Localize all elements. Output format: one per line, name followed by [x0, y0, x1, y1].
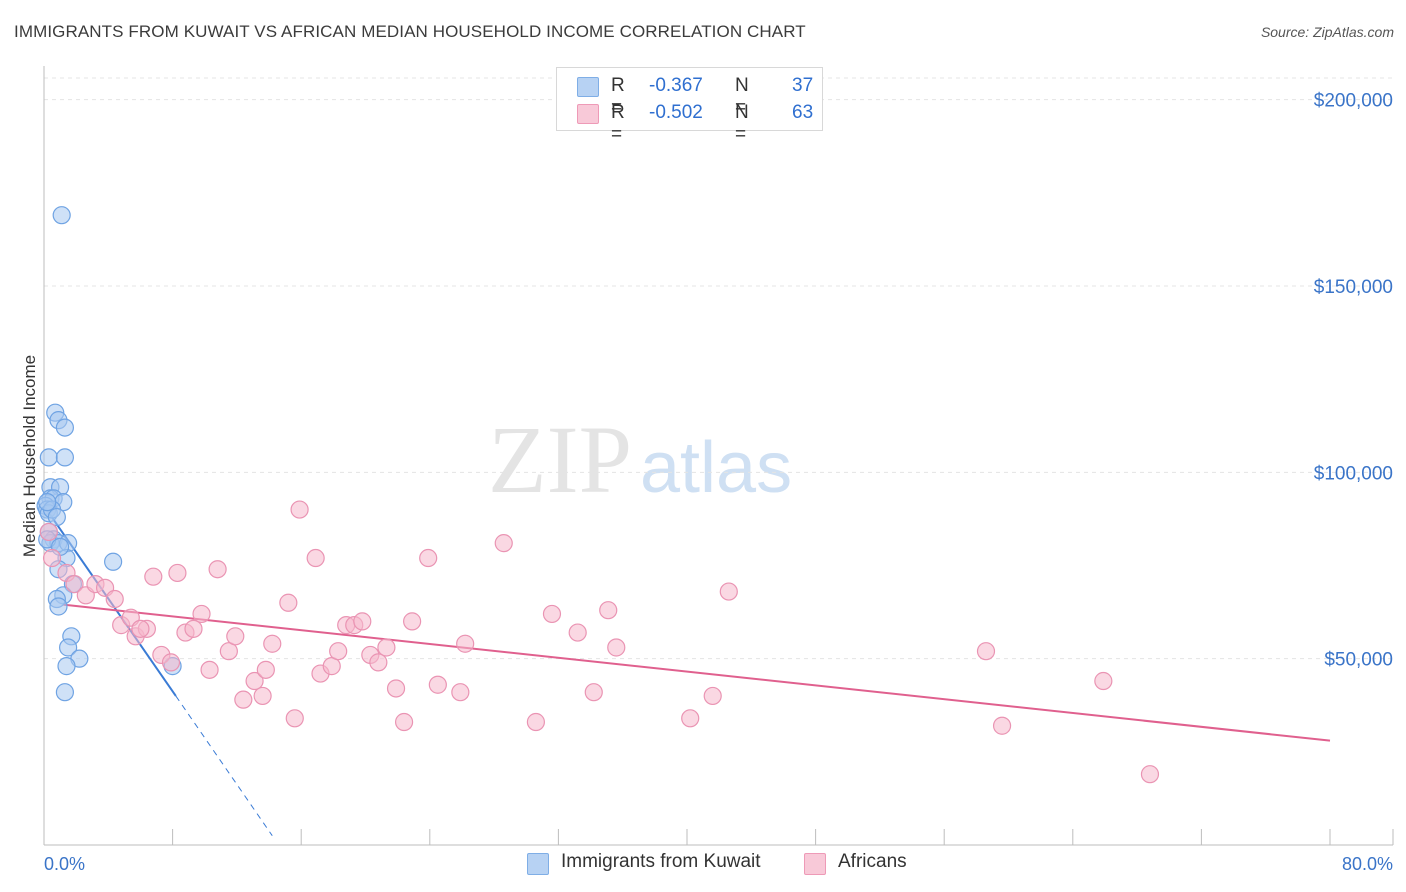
legend-swatch-africans — [577, 104, 599, 124]
point-africans — [245, 671, 264, 691]
point-africans — [703, 686, 722, 706]
y-tick-label: $50,000 — [1324, 650, 1393, 671]
point-africans — [584, 683, 603, 702]
trend-line-africans — [63, 603, 1331, 742]
legend-label-kuwait: Immigrants from Kuwait — [561, 851, 761, 872]
point-africans — [65, 575, 84, 594]
source-credit: Source: ZipAtlas.com — [1260, 24, 1394, 40]
point-africans — [131, 619, 150, 638]
point-africans — [386, 679, 406, 698]
point-africans — [279, 593, 298, 612]
point-africans — [234, 690, 253, 709]
point-africans — [1140, 765, 1160, 784]
point-kuwait — [57, 657, 76, 676]
point-africans — [369, 653, 388, 672]
watermark-zip: ZIP — [488, 406, 632, 513]
point-kuwait — [59, 638, 78, 657]
point-africans — [144, 567, 163, 586]
legend-n-value: 63 — [792, 102, 814, 123]
point-africans — [377, 638, 396, 657]
trend-line-kuwait-extension — [175, 695, 273, 836]
correlation-legend: R = -0.367 N = 37 R = -0.502 N = 63 — [556, 67, 823, 145]
point-africans — [599, 601, 618, 620]
tick-labels: $200,000 $150,000 $100,000 $50,000 0.0% 80.0% — [44, 91, 1393, 874]
point-africans — [428, 675, 447, 694]
point-africans — [419, 548, 438, 568]
y-axis-label: Median Household Income — [20, 354, 39, 558]
point-africans — [992, 716, 1012, 735]
point-africans — [105, 589, 124, 609]
point-africans — [719, 582, 738, 601]
legend-r-value: -0.367 — [649, 75, 703, 96]
point-africans — [329, 642, 348, 661]
grid — [44, 77, 1393, 660]
legend-swatch-kuwait — [527, 853, 549, 875]
point-africans — [226, 627, 245, 646]
point-africans — [208, 560, 227, 579]
point-africans — [494, 534, 513, 553]
point-africans — [456, 634, 475, 653]
point-africans — [290, 500, 309, 519]
point-africans — [42, 548, 62, 568]
legend-swatch-kuwait — [577, 77, 599, 97]
legend-n-label: N = — [735, 102, 749, 145]
trend-lines — [43, 505, 1331, 836]
series-legend: Immigrants from Kuwait Africans — [0, 851, 1406, 879]
point-africans — [353, 612, 372, 631]
point-kuwait — [39, 448, 58, 467]
chart-title: IMMIGRANTS FROM KUWAIT VS AFRICAN MEDIAN… — [14, 22, 806, 41]
point-africans — [39, 522, 58, 542]
point-africans — [263, 634, 282, 653]
point-africans — [161, 653, 181, 672]
legend-r-value: -0.502 — [649, 102, 703, 123]
point-kuwait — [55, 418, 74, 437]
point-africans — [184, 619, 203, 638]
point-africans — [253, 686, 272, 706]
legend-label-africans: Africans — [838, 851, 907, 872]
x-tick-label: 0.0% — [44, 854, 85, 874]
legend-r-label: R = — [611, 75, 625, 118]
point-africans — [681, 709, 700, 728]
y-tick-label: $150,000 — [1314, 277, 1393, 298]
point-africans — [1094, 671, 1113, 691]
point-africans — [542, 604, 562, 624]
legend-n-label: N = — [735, 75, 749, 118]
point-africans — [976, 642, 996, 661]
legend-n-value: 37 — [792, 75, 814, 96]
legend-swatch-africans — [804, 853, 826, 875]
point-africans — [607, 638, 626, 657]
watermark-atlas: atlas — [640, 428, 792, 508]
x-tick-label: 80.0% — [1342, 854, 1393, 874]
point-africans — [451, 683, 470, 702]
watermark: ZIP atlas — [488, 406, 792, 513]
point-africans — [285, 709, 304, 728]
point-kuwait — [38, 493, 57, 512]
point-kuwait — [47, 507, 66, 527]
point-africans — [526, 712, 545, 732]
point-kuwait — [55, 448, 74, 467]
point-africans — [306, 548, 325, 568]
point-africans — [192, 604, 211, 624]
point-africans — [200, 660, 219, 679]
point-africans — [168, 563, 187, 583]
data-points — [36, 206, 1160, 784]
legend-r-label: R = — [611, 102, 625, 145]
point-kuwait — [104, 552, 123, 571]
point-africans — [403, 612, 422, 631]
point-africans — [394, 712, 414, 732]
point-africans — [256, 660, 275, 679]
y-tick-label: $200,000 — [1314, 91, 1393, 112]
point-africans — [568, 623, 587, 642]
point-kuwait — [52, 206, 71, 225]
point-kuwait — [49, 597, 68, 616]
y-tick-label: $100,000 — [1314, 463, 1393, 484]
point-kuwait — [55, 683, 74, 702]
